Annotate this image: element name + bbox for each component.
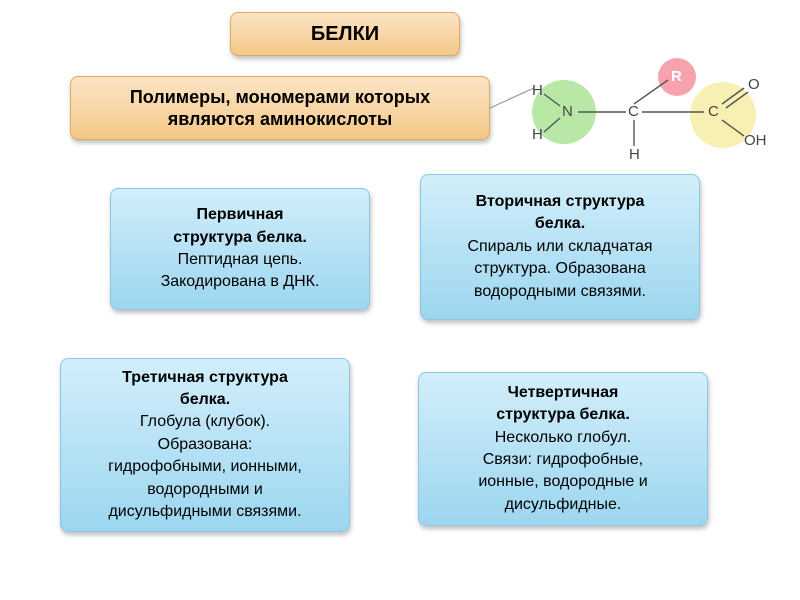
- tertiary-line2: Образована:: [158, 434, 253, 456]
- mol-OH: OH: [744, 132, 767, 149]
- mol-H-below: H: [629, 146, 640, 163]
- quaternary-title1: Четвертичная: [508, 382, 619, 404]
- subtitle-box: Полимеры, мономерами которых являются ам…: [70, 76, 490, 140]
- primary-line2: Закодирована в ДНК.: [161, 271, 320, 293]
- primary-line1: Пептидная цепь.: [178, 249, 303, 271]
- quaternary-line1: Несколько глобул.: [495, 427, 632, 449]
- mol-N: N: [562, 103, 573, 120]
- title-box: БЕЛКИ: [230, 12, 460, 56]
- molecule-diagram: H H N C R H C O OH: [520, 58, 790, 158]
- secondary-title2: белка.: [535, 213, 585, 235]
- subtitle-line1: Полимеры, мономерами которых: [130, 86, 430, 109]
- primary-structure-card: Первичная структура белка. Пептидная цеп…: [110, 188, 370, 310]
- tertiary-line1: Глобула (клубок).: [140, 411, 270, 433]
- tertiary-line5: дисульфидными связями.: [108, 501, 301, 523]
- secondary-structure-card: Вторичная структура белка. Спираль или с…: [420, 174, 700, 320]
- secondary-line3: водородными связями.: [474, 281, 646, 303]
- mol-R: R: [671, 68, 682, 85]
- quaternary-line3: ионные, водородные и: [478, 471, 647, 493]
- primary-title1: Первичная: [196, 204, 283, 226]
- quaternary-title2: структура белка.: [496, 404, 630, 426]
- quaternary-line4: дисульфидные.: [505, 494, 622, 516]
- mol-O: O: [748, 76, 760, 93]
- title-text: БЕЛКИ: [311, 23, 379, 46]
- tertiary-title2: белка.: [180, 389, 230, 411]
- tertiary-line4: водородными и: [147, 479, 263, 501]
- subtitle-line2: являются аминокислоты: [168, 108, 393, 131]
- quaternary-line2: Связи: гидрофобные,: [483, 449, 644, 471]
- primary-title2: структура белка.: [173, 227, 307, 249]
- secondary-line2: структура. Образована: [474, 258, 645, 280]
- secondary-title1: Вторичная структура: [476, 191, 645, 213]
- secondary-line1: Спираль или складчатая: [467, 236, 652, 258]
- tertiary-title1: Третичная структура: [122, 367, 288, 389]
- mol-C-center: C: [628, 103, 639, 120]
- molecule-bonds: [520, 58, 790, 168]
- tertiary-line3: гидрофобными, ионными,: [108, 456, 302, 478]
- quaternary-structure-card: Четвертичная структура белка. Несколько …: [418, 372, 708, 526]
- mol-H-top: H: [532, 82, 543, 99]
- mol-C-right: C: [708, 103, 719, 120]
- mol-H-bottom: H: [532, 126, 543, 143]
- tertiary-structure-card: Третичная структура белка. Глобула (клуб…: [60, 358, 350, 532]
